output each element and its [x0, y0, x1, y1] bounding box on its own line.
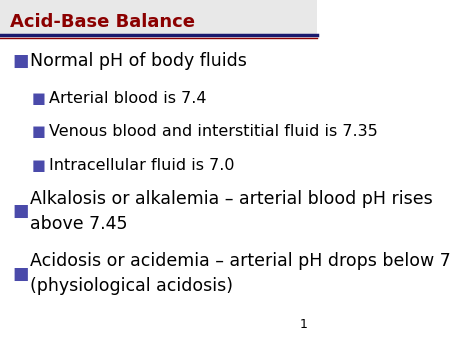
Text: ■: ■ [32, 158, 45, 173]
Text: Intracellular fluid is 7.0: Intracellular fluid is 7.0 [49, 158, 235, 173]
Text: Arterial blood is 7.4: Arterial blood is 7.4 [49, 91, 207, 105]
Text: ■: ■ [32, 91, 45, 105]
Text: ■: ■ [13, 52, 29, 70]
FancyBboxPatch shape [0, 0, 317, 37]
Text: ■: ■ [13, 265, 29, 283]
Text: Alkalosis or alkalemia – arterial blood pH rises
above 7.45: Alkalosis or alkalemia – arterial blood … [30, 190, 433, 233]
Text: ■: ■ [13, 202, 29, 220]
Text: Acidosis or acidemia – arterial pH drops below 7.35
(physiological acidosis): Acidosis or acidemia – arterial pH drops… [30, 252, 450, 295]
Text: Acid-Base Balance: Acid-Base Balance [9, 13, 194, 31]
Text: 1: 1 [300, 318, 308, 331]
Text: Normal pH of body fluids: Normal pH of body fluids [30, 52, 247, 70]
Text: Venous blood and interstitial fluid is 7.35: Venous blood and interstitial fluid is 7… [49, 124, 378, 139]
Text: ■: ■ [32, 124, 45, 139]
